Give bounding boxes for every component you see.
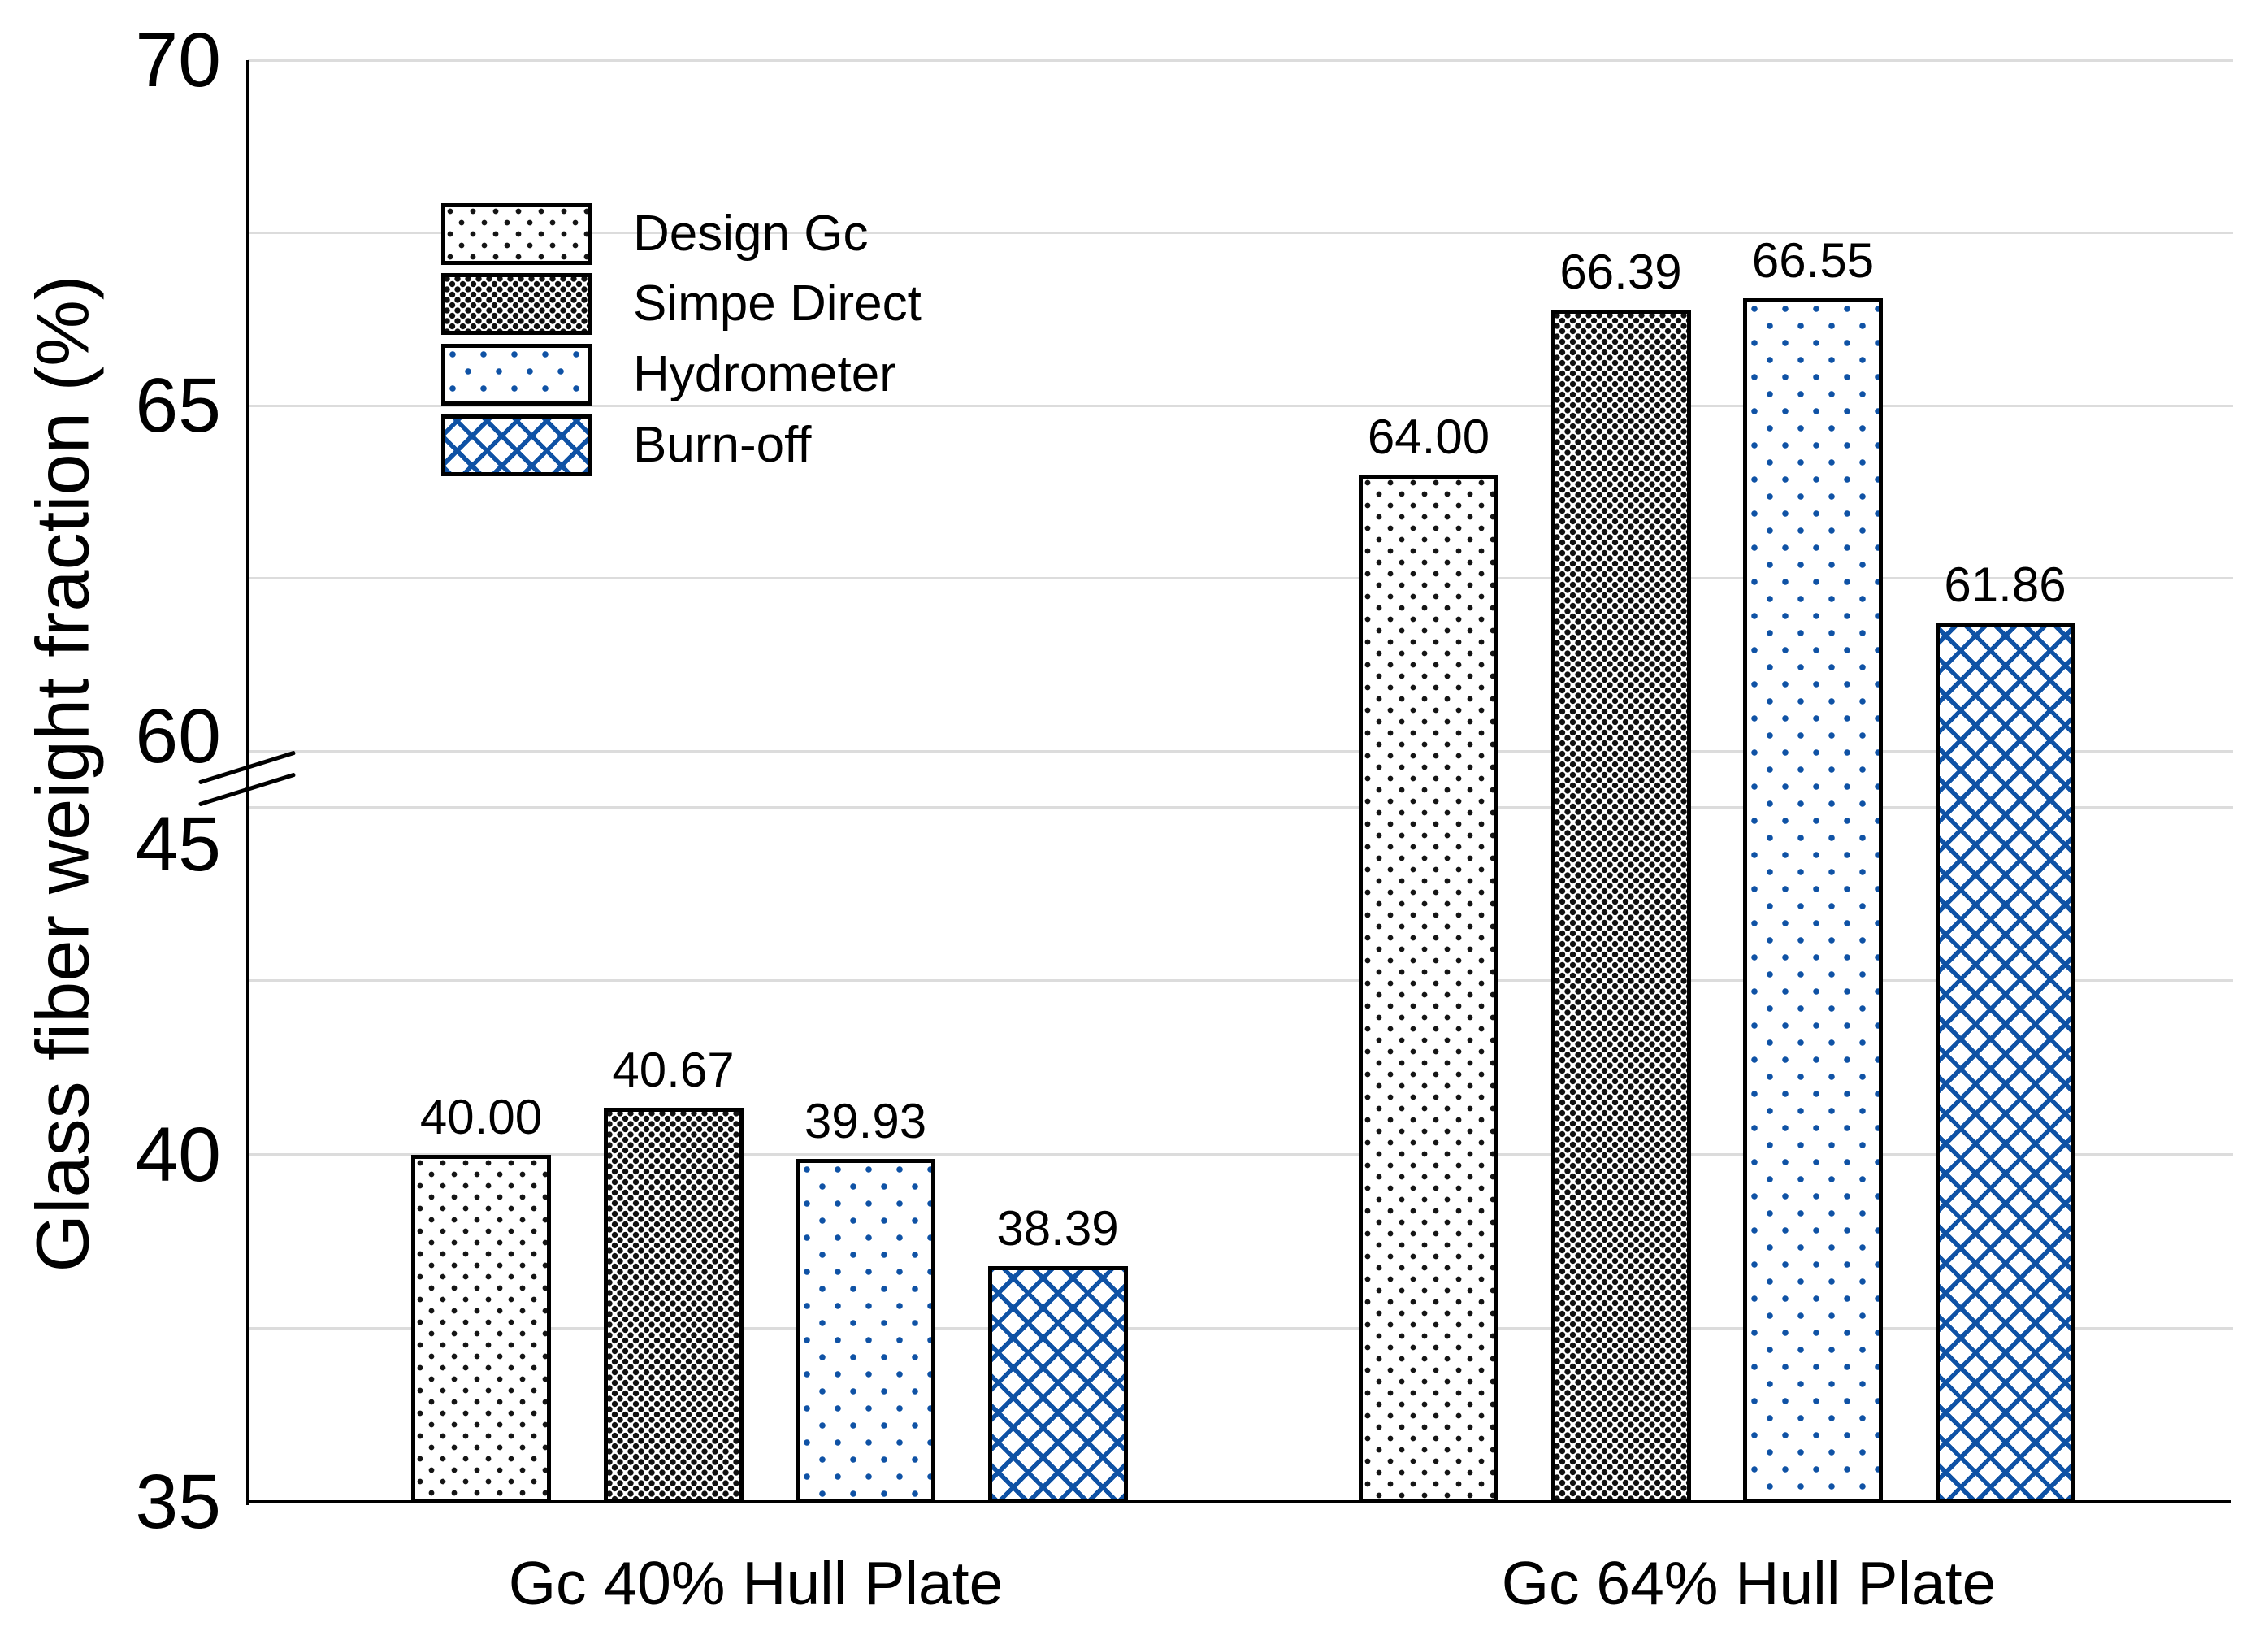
x-category-label: Gc 64% Hull Plate (1501, 1549, 1997, 1617)
legend-swatch (441, 203, 592, 265)
bar-value-label: 66.55 (1751, 233, 1875, 289)
bar-simpe-direct-group1 (603, 1108, 744, 1503)
legend-label: Burn-off (633, 417, 812, 473)
x-axis-line (246, 1500, 2231, 1503)
y-tick-label-60: 60 (135, 693, 221, 779)
bar-value-label: 39.93 (804, 1094, 927, 1149)
bar-design-gc-group1 (411, 1154, 551, 1503)
legend-swatch (441, 344, 592, 406)
legend-label: Hydrometer (633, 346, 896, 402)
legend-label: Simpe Direct (633, 276, 922, 332)
y-tick-label-45: 45 (135, 801, 221, 887)
legend-item-design-gc: Design Gc (441, 203, 974, 265)
legend-item-simpe-direct: Simpe Direct (441, 273, 974, 335)
gridline (248, 805, 2233, 809)
gridline (248, 232, 2233, 234)
gridline (248, 1153, 2233, 1156)
gridline (248, 59, 2233, 62)
gridline (248, 1326, 2233, 1330)
y-axis-line (246, 60, 249, 1505)
y-tick-label-70: 70 (135, 17, 221, 103)
bar-burn-off-group1 (987, 1266, 1128, 1503)
bar-hydrometer-group2 (1743, 298, 1883, 1503)
legend-item-burn-off: Burn-off (441, 414, 974, 476)
bar-simpe-direct-group2 (1550, 309, 1691, 1503)
bar-value-label: 40.00 (419, 1089, 543, 1144)
legend-swatch (441, 414, 592, 476)
bar-design-gc-group2 (1359, 475, 1498, 1503)
x-category-label: Gc 40% Hull Plate (508, 1549, 1004, 1617)
bar-value-label: 66.39 (1559, 244, 1682, 299)
bar-hydrometer-group1 (796, 1159, 935, 1503)
bar-value-label: 38.39 (996, 1201, 1119, 1256)
legend-item-hydrometer: Hydrometer (441, 344, 974, 406)
gridline (248, 979, 2233, 983)
gridline (248, 577, 2233, 579)
bar-value-label: 40.67 (612, 1043, 735, 1098)
gridline (248, 749, 2233, 753)
y-tick-label-65: 65 (135, 362, 221, 449)
gridline (248, 404, 2233, 407)
legend-label: Design Gc (633, 206, 869, 262)
bar-burn-off-group2 (1935, 622, 2075, 1503)
bar-value-label: 61.86 (1944, 557, 2066, 612)
bar-value-label: 64.00 (1367, 410, 1490, 464)
legend-swatch (441, 273, 592, 335)
y-tick-label-35: 35 (135, 1459, 221, 1545)
y-tick-label-40: 40 (135, 1111, 221, 1198)
